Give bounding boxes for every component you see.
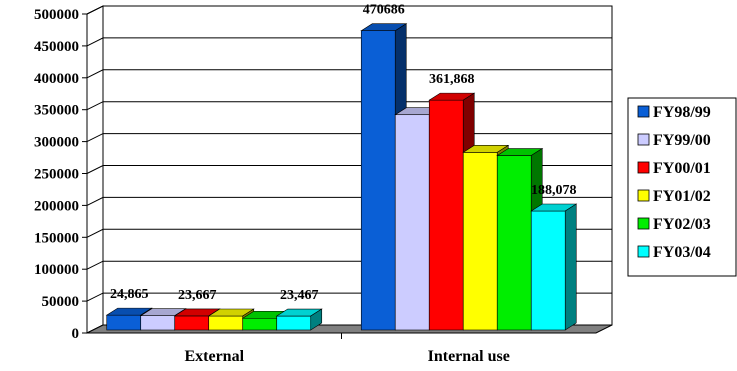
legend-label: FY03/04 [653,244,711,261]
bar-front [106,314,142,331]
bar-side [310,308,323,331]
data-label: 23,467 [280,288,319,303]
y-tick-label: 350000 [34,103,79,119]
x-category-labels: External Internal use [184,333,510,365]
y-tick-label: 500000 [34,7,79,23]
legend-label: FY02/03 [653,216,711,233]
y-tick-labels: 0 50000 100000 150000 200000 250000 300000 3500… [34,7,79,342]
bar-front [360,30,396,331]
bar-front [530,210,566,331]
data-labels: 24,865 23,667 23,467 470686 361,868 188,078 [110,3,577,303]
legend-label: FY99/00 [653,132,711,149]
bars [105,23,578,331]
y-tick-label: 50000 [42,294,80,310]
bar-front [496,155,532,331]
y-axis [82,13,88,334]
y-tick-label: 300000 [34,135,79,151]
legend-item: FY03/04 [637,244,711,261]
y-tick-label: 250000 [34,167,79,183]
legend-swatch [637,161,650,174]
y-tick-label: 100000 [34,262,79,278]
legend-item: FY02/03 [637,216,711,233]
y-tick-label: 150000 [34,230,79,246]
y-tick-label: 0 [72,326,80,342]
data-label: 23,667 [178,288,217,303]
bar-front [462,152,498,331]
legend-label: FY98/99 [653,104,711,121]
legend-swatch [637,105,650,118]
legend-item: FY01/02 [637,188,711,205]
bar-front [276,315,312,331]
legend-swatch [637,133,650,146]
data-label: 361,868 [429,72,475,87]
bar-front [140,315,176,331]
legend: FY98/99 FY99/00 FY00/01 FY01/02 FY02/03 FY03/… [627,97,737,277]
bar [530,203,578,331]
data-label: 24,865 [110,287,149,302]
bar-front [428,99,464,331]
bar-side [564,203,577,331]
legend-item: FY98/99 [637,104,711,121]
y-tick-label: 200000 [34,198,79,214]
gridline [86,69,612,79]
gridline [86,37,612,47]
bar-front [208,315,244,331]
bar-front [242,317,278,331]
bar [275,308,323,331]
data-label: 188,078 [531,183,577,198]
legend-swatch [637,245,650,258]
data-label: 470686 [363,3,405,18]
y-tick-label: 400000 [34,71,79,87]
legend-label: FY01/02 [653,188,711,205]
gridline [86,5,612,15]
bar-front [394,114,430,331]
y-tick-label: 450000 [34,39,79,55]
legend-label: FY00/01 [653,160,711,177]
category-label: External [184,348,244,365]
legend-swatch [637,189,650,202]
legend-item: FY00/01 [637,160,711,177]
legend-item: FY99/00 [637,132,711,149]
bar-front [174,315,210,331]
category-label: Internal use [428,348,510,365]
legend-swatch [637,217,650,230]
